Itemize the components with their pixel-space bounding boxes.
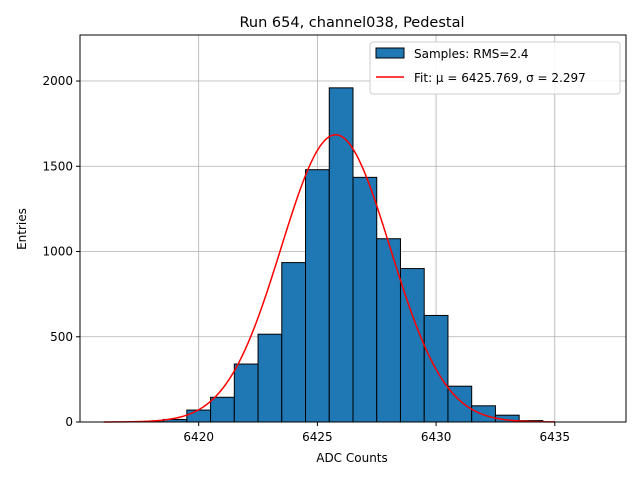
histogram-bar <box>352 176 378 423</box>
plot-frame <box>79 34 627 423</box>
y-tick-label: 500 <box>50 330 73 344</box>
y-tick-label: 2000 <box>42 74 73 88</box>
legend: Samples: RMS=2.4 Fit: μ = 6425.769, σ = … <box>369 41 621 95</box>
legend-fit-label: Fit: μ = 6425.769, σ = 2.297 <box>414 71 586 85</box>
legend-box <box>369 41 621 95</box>
y-tick-label: 1000 <box>42 245 73 259</box>
x-axis-label: ADC Counts <box>316 451 388 465</box>
histogram-bar <box>257 333 283 423</box>
histogram-bars <box>138 87 544 423</box>
x-tick-label: 6425 <box>302 430 333 444</box>
histogram-bar <box>471 405 496 423</box>
y-axis-ticks: 0 500 1000 1500 2000 <box>42 74 80 429</box>
x-axis-ticks: 6420 6425 6430 6435 <box>183 422 570 444</box>
histogram-bar <box>210 396 235 423</box>
x-tick-label: 6430 <box>421 430 452 444</box>
legend-samples-label: Samples: RMS=2.4 <box>414 47 529 61</box>
y-axis-label: Entries <box>15 208 29 250</box>
histogram-bar <box>281 262 307 423</box>
x-tick-label: 6435 <box>540 430 571 444</box>
fit-curve <box>103 133 555 423</box>
histogram-bar <box>186 409 212 423</box>
x-tick-label: 6420 <box>183 430 214 444</box>
y-tick-label: 1500 <box>42 159 73 173</box>
histogram-bar <box>305 169 330 423</box>
histogram-bar <box>328 87 354 423</box>
histogram-bar <box>233 363 259 423</box>
histogram-bar <box>376 238 401 423</box>
chart-title: Run 654, channel038, Pedestal <box>239 15 464 31</box>
y-tick-label: 0 <box>65 415 73 429</box>
legend-samples-swatch <box>375 47 405 59</box>
